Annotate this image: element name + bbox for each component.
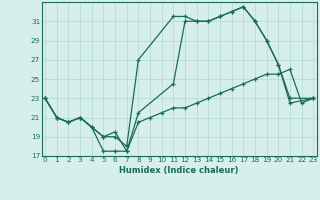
X-axis label: Humidex (Indice chaleur): Humidex (Indice chaleur) — [119, 166, 239, 175]
